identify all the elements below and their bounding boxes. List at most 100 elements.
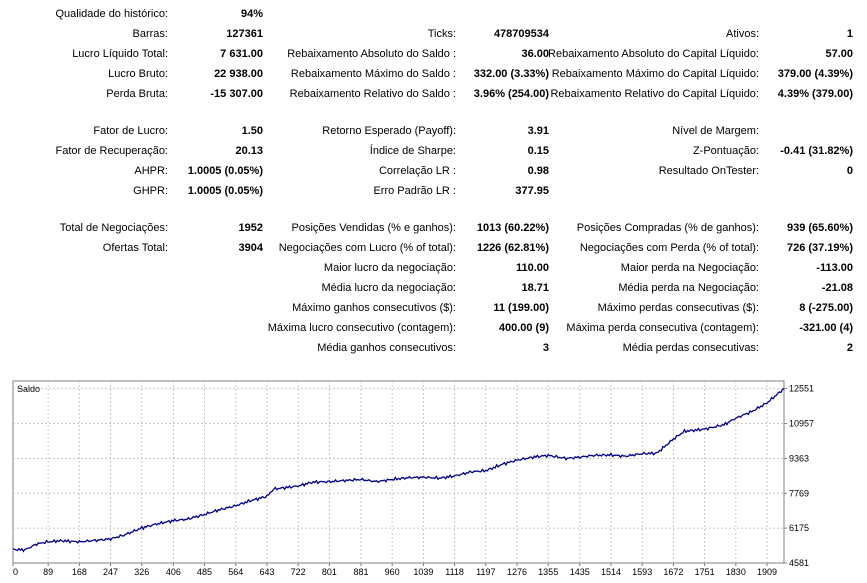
- largest-profit-value: 110.00: [515, 262, 549, 274]
- gross-profit-value: 22 938.00: [214, 68, 263, 80]
- x-tick-label: 1118: [445, 567, 464, 577]
- history-quality-value: 94%: [240, 8, 263, 20]
- x-tick-label: 1909: [757, 567, 777, 577]
- loss-trades-label: Negociações com Perda (% of total):: [579, 242, 759, 254]
- x-tick-label: 722: [291, 567, 306, 577]
- x-tick-label: 1514: [601, 567, 621, 577]
- avg-profit-label: Média lucro da negociação:: [321, 282, 456, 294]
- x-tick-label: 406: [166, 567, 181, 577]
- max-consec-loss-label: Máxima perda consecutiva (contagem):: [566, 322, 759, 334]
- long-positions-label: Posições Compradas (% de ganhos):: [576, 222, 759, 234]
- equity-dd-abs-value: 57.00: [825, 48, 853, 60]
- largest-loss-value: -113.00: [816, 262, 853, 274]
- avg-loss-label: Média perda na Negociação:: [618, 282, 759, 294]
- balance-dd-max-label: Rebaixamento Máximo do Saldo :: [290, 68, 456, 80]
- x-tick-label: 1355: [538, 567, 558, 577]
- short-positions-label: Posições Vendidas (% e ganhos):: [291, 222, 457, 234]
- max-consec-wins-label: Máximo ganhos consecutivos ($):: [292, 302, 456, 314]
- ghpr-value: 1.0005 (0.05%): [187, 185, 263, 197]
- balance-series-line: [12, 388, 785, 553]
- bars-value: 127361: [226, 28, 263, 40]
- long-positions-value: 939 (65.60%): [786, 222, 853, 234]
- x-tick-label: 1593: [632, 567, 652, 577]
- ontester-value: 0: [846, 165, 853, 177]
- x-tick-label: 1039: [413, 567, 433, 577]
- largest-profit-label: Maior lucro da negociação:: [323, 262, 456, 274]
- lr-std-error-value: 377.95: [515, 185, 549, 197]
- max-consec-losses-label: Máximo perdas consecutivas ($):: [597, 302, 759, 314]
- x-tick-label: 485: [197, 567, 212, 577]
- x-axis-ticks: 0 89 168 247 326 406 485 564 643 722 801 881 960 1039…: [12, 563, 777, 577]
- ontester-label: Resultado OnTester:: [658, 165, 759, 177]
- x-tick-label: 168: [72, 567, 87, 577]
- max-consec-profit-value: 400.00 (9): [498, 322, 549, 334]
- bars-label: Barras:: [132, 28, 168, 40]
- total-trades-value: 1952: [238, 222, 263, 234]
- x-tick-label: 247: [103, 567, 118, 577]
- sharpe-label: Índice de Sharpe:: [369, 145, 456, 157]
- avg-consec-losses-label: Média perdas consecutivas:: [622, 342, 759, 354]
- lr-correlation-label: Correlação LR :: [378, 165, 456, 177]
- total-deals-value: 3904: [238, 242, 263, 254]
- x-tick-label: 960: [385, 567, 400, 577]
- ticks-label: Ticks:: [427, 28, 456, 40]
- avg-consec-wins-value: 3: [542, 342, 549, 354]
- profit-factor-value: 1.50: [241, 125, 263, 137]
- x-tick-label: 1435: [570, 567, 590, 577]
- x-tick-label: 1672: [663, 567, 683, 577]
- avg-consec-losses-value: 2: [846, 342, 853, 354]
- x-tick-label: 1751: [695, 567, 715, 577]
- x-tick-label: 326: [134, 567, 149, 577]
- profit-factor-label: Fator de Lucro:: [93, 125, 168, 137]
- gross-profit-label: Lucro Bruto:: [108, 68, 168, 80]
- chart-title: Saldo: [17, 384, 40, 394]
- max-consec-losses-value: 8 (-275.00): [799, 302, 853, 314]
- expected-payoff-value: 3.91: [527, 125, 549, 137]
- avg-loss-value: -21.08: [821, 282, 853, 294]
- x-tick-label: 643: [259, 567, 274, 577]
- y-tick-label: 7769: [789, 488, 809, 498]
- total-deals-label: Ofertas Total:: [102, 242, 168, 254]
- ticks-value: 478709534: [493, 28, 549, 40]
- total-trades-label: Total de Negociações:: [59, 222, 168, 234]
- largest-loss-label: Maior perda na Negociação:: [620, 262, 759, 274]
- max-consec-loss-value: -321.00 (4): [799, 322, 853, 334]
- balance-chart: Saldo 4581 6175 7769 9363 10957 12551 0 89 168 2…: [0, 378, 867, 580]
- x-tick-label: 1276: [507, 567, 527, 577]
- x-tick-label: 0: [13, 567, 18, 577]
- max-consec-profit-label: Máxima lucro consecutivo (contagem):: [267, 322, 456, 334]
- x-tick-label: 89: [43, 567, 53, 577]
- gross-loss-label: Perda Bruta:: [106, 88, 168, 100]
- x-tick-label: 801: [322, 567, 337, 577]
- history-quality-label: Qualidade do histórico:: [55, 8, 168, 20]
- recovery-factor-value: 20.13: [235, 145, 263, 157]
- sharpe-value: 0.15: [527, 145, 549, 157]
- y-tick-label: 6175: [789, 523, 809, 533]
- y-tick-label: 12551: [789, 384, 814, 394]
- ahpr-value: 1.0005 (0.05%): [187, 165, 263, 177]
- y-tick-label: 4581: [789, 558, 809, 568]
- balance-chart-svg: Saldo 4581 6175 7769 9363 10957 12551 0 89 168 2…: [12, 380, 814, 577]
- balance-dd-max-value: 332.00 (3.33%): [473, 68, 549, 80]
- assets-value: 1: [846, 28, 853, 40]
- profit-trades-label: Negociações com Lucro (% of total):: [278, 242, 456, 254]
- x-tick-label: 564: [228, 567, 243, 577]
- margin-level-label: Nível de Margem:: [672, 125, 759, 137]
- x-tick-label: 881: [353, 567, 368, 577]
- recovery-factor-label: Fator de Recuperação:: [55, 145, 168, 157]
- balance-dd-rel-label: Rebaixamento Relativo do Saldo :: [289, 88, 456, 100]
- equity-dd-abs-label: Rebaixamento Absoluto do Capital Líquido…: [548, 48, 759, 60]
- y-axis-ticks: 4581 6175 7769 9363 10957 12551: [784, 384, 814, 568]
- expected-payoff-label: Retorno Esperado (Payoff):: [322, 125, 456, 137]
- equity-dd-max-value: 379.00 (4.39%): [777, 68, 853, 80]
- y-tick-label: 9363: [789, 453, 809, 463]
- short-positions-value: 1013 (60.22%): [476, 222, 549, 234]
- avg-profit-value: 18.71: [521, 282, 549, 294]
- equity-dd-rel-label: Rebaixamento Relativo do Capital Líquido…: [550, 88, 759, 100]
- assets-label: Ativos:: [725, 28, 759, 40]
- z-score-label: Z-Pontuação:: [692, 145, 759, 157]
- balance-dd-rel-value: 3.96% (254.00): [473, 88, 549, 100]
- profit-trades-value: 1226 (62.81%): [476, 242, 549, 254]
- balance-dd-abs-value: 36.00: [521, 48, 549, 60]
- ghpr-label: GHPR:: [133, 185, 168, 197]
